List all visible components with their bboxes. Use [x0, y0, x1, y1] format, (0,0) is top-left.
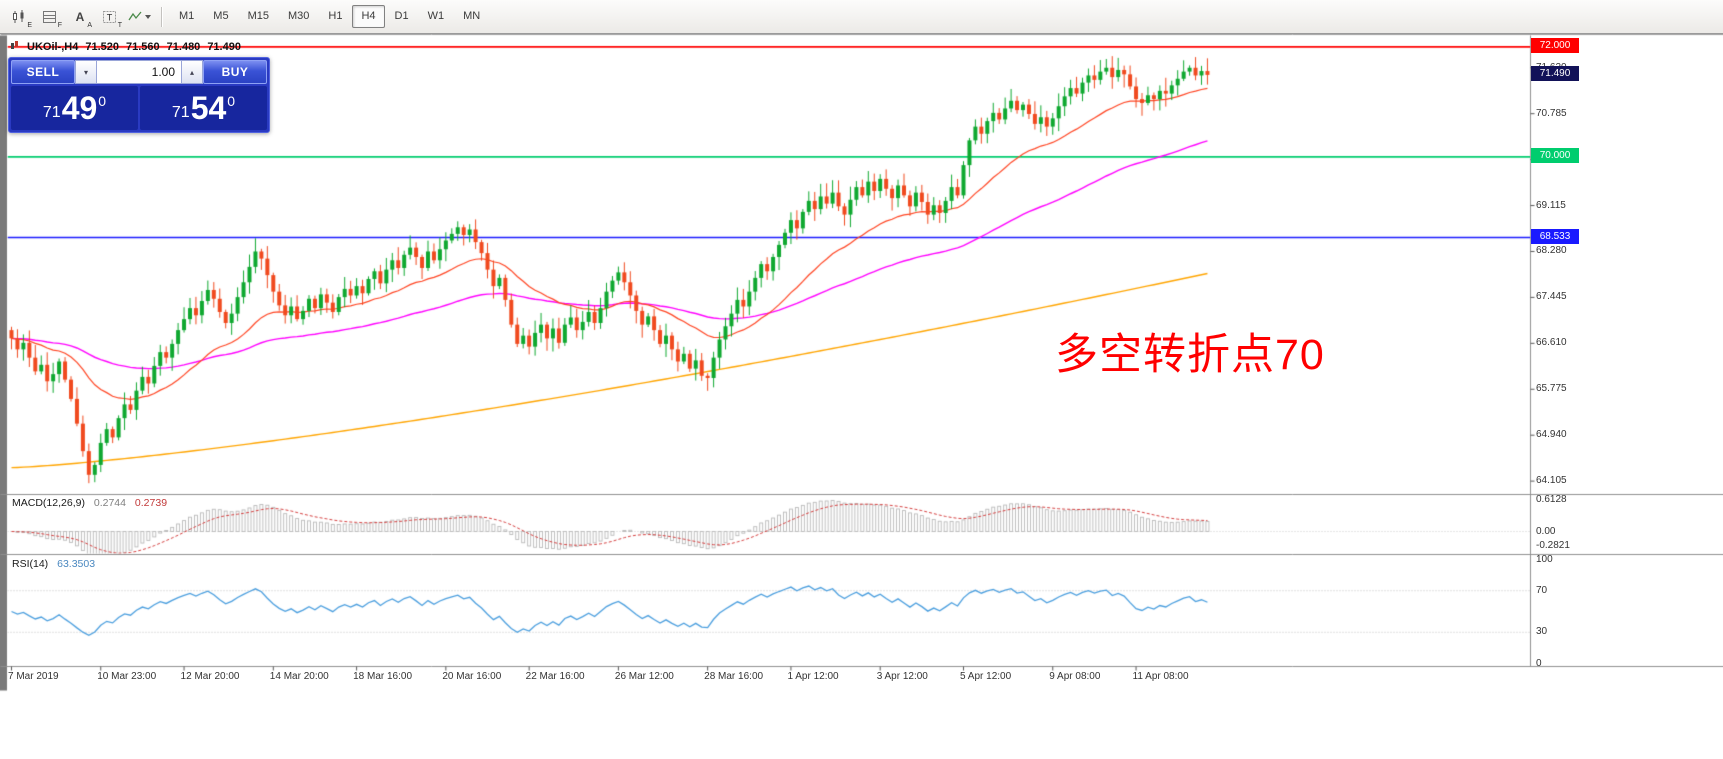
tf-button-w1[interactable]: W1 — [427, 10, 445, 22]
price-tick: 65.775 — [1536, 383, 1567, 395]
close-value: 71.490 — [207, 40, 241, 53]
rsi-title-row: RSI(14) 63.3503 — [12, 558, 95, 570]
volume-up-button[interactable]: ▴ — [181, 60, 203, 84]
time-axis-label: 7 Mar 2019 — [8, 671, 59, 682]
price-tick: 69.115 — [1536, 199, 1566, 211]
symbol-ohlc-header: UKOil-,H4 71.520 71.560 71.480 71.490 — [10, 40, 241, 53]
icon-letter: F — [57, 21, 62, 29]
rsi-axis-label: 100 — [1536, 553, 1553, 565]
macd-main-value: 0.2744 — [93, 497, 126, 509]
icon-letter: T — [117, 21, 122, 29]
tf-button-d1[interactable]: D1 — [394, 10, 409, 22]
price-tick: 70.785 — [1536, 107, 1567, 119]
ask-whole: 71 — [171, 104, 190, 121]
sell-button[interactable]: SELL — [11, 60, 75, 84]
bid-pipette: 0 — [98, 93, 107, 109]
rsi-value: 63.3503 — [57, 558, 96, 570]
time-axis-label: 12 Mar 20:00 — [180, 671, 240, 682]
rsi-axis-label: 0 — [1536, 657, 1542, 669]
bid-price-display[interactable]: 71 49 0 — [11, 86, 138, 130]
time-axis-label: 22 Mar 16:00 — [525, 671, 585, 682]
icon-letter: A — [87, 21, 92, 29]
price-tick: 64.105 — [1536, 475, 1567, 487]
icon-letter: E — [27, 21, 32, 29]
price-tick: 67.445 — [1536, 291, 1567, 303]
volume-input[interactable] — [97, 60, 181, 84]
time-axis-label: 18 Mar 16:00 — [353, 671, 413, 682]
ask-pips: 54 — [190, 90, 227, 126]
time-axis-label: 1 Apr 12:00 — [787, 671, 839, 682]
time-axis-label: 3 Apr 12:00 — [876, 671, 928, 682]
time-axis-label: 26 Mar 12:00 — [614, 671, 674, 682]
time-axis-label: 28 Mar 16:00 — [704, 671, 764, 682]
price-tick: 64.940 — [1536, 429, 1567, 441]
price-line-badge: 68.533 — [1531, 229, 1579, 245]
macd-axis-label: 0.00 — [1536, 525, 1556, 537]
ask-pipette: 0 — [227, 93, 236, 109]
svg-text:T: T — [107, 12, 113, 22]
indicators-dropdown-icon[interactable] — [126, 4, 154, 30]
price-line-badge: 72.000 — [1531, 38, 1579, 54]
macd-axis-label: -0.2821 — [1536, 540, 1570, 552]
rsi-axis-label: 30 — [1536, 626, 1548, 638]
chart-icon — [10, 40, 20, 53]
annotation-text: 多空转折点70 — [1055, 331, 1325, 379]
chevron-up-icon: ▴ — [189, 67, 194, 77]
macd-axis-label: 0.6128 — [1536, 493, 1567, 505]
bid-whole: 71 — [42, 104, 61, 121]
macd-title-row: MACD(12,26,9) 0.2744 0.2739 — [12, 497, 167, 509]
timeframe-buttons: M1 M5 M15 M30 H1 H4 D1 W1 MN — [170, 5, 489, 28]
tf-button-mn[interactable]: MN — [463, 10, 481, 22]
rsi-title: RSI(14) — [12, 558, 49, 570]
price-tick: 66.610 — [1536, 337, 1567, 349]
ask-price-display[interactable]: 71 54 0 — [140, 86, 267, 130]
price-tick: 68.280 — [1536, 245, 1567, 257]
high-value: 71.560 — [126, 40, 160, 53]
one-click-trade-panel: SELL ▾ ▴ BUY 71 49 0 71 54 0 — [8, 57, 270, 133]
grid-tool-icon[interactable]: F — [36, 4, 64, 30]
time-axis-label: 5 Apr 12:00 — [960, 671, 1012, 682]
time-axis-label: 10 Mar 23:00 — [97, 671, 157, 682]
time-axis-label: 9 Apr 08:00 — [1049, 671, 1101, 682]
tf-button-m1[interactable]: M1 — [179, 10, 195, 22]
volume-down-button[interactable]: ▾ — [75, 60, 97, 84]
bid-price-badge: 71.490 — [1531, 66, 1579, 82]
time-axis-label: 20 Mar 16:00 — [442, 671, 502, 682]
toolbar-separator — [161, 6, 163, 27]
time-axis-label: 11 Apr 08:00 — [1132, 671, 1189, 682]
price-line-badge: 70.000 — [1531, 148, 1579, 164]
tf-button-m30[interactable]: M30 — [287, 10, 310, 22]
tf-button-h4[interactable]: H4 — [352, 5, 385, 28]
tf-button-m5[interactable]: M5 — [213, 10, 229, 22]
tf-button-m15[interactable]: M15 — [247, 10, 269, 22]
svg-text:A: A — [76, 10, 85, 24]
low-value: 71.480 — [166, 40, 201, 53]
rsi-axis-label: 70 — [1536, 584, 1548, 596]
bid-pips: 49 — [61, 90, 98, 126]
open-value: 71.520 — [85, 40, 119, 53]
candlestick-tool-icon[interactable]: E — [6, 4, 34, 30]
buy-button[interactable]: BUY — [203, 60, 267, 84]
macd-title: MACD(12,26,9) — [12, 497, 85, 509]
chevron-down-icon: ▾ — [83, 67, 88, 77]
symbol-name: UKOil-,H4 — [27, 40, 79, 53]
macd-signal-value: 0.2739 — [134, 497, 168, 509]
tf-button-h1[interactable]: H1 — [328, 10, 343, 22]
time-axis-label: 14 Mar 20:00 — [269, 671, 329, 682]
